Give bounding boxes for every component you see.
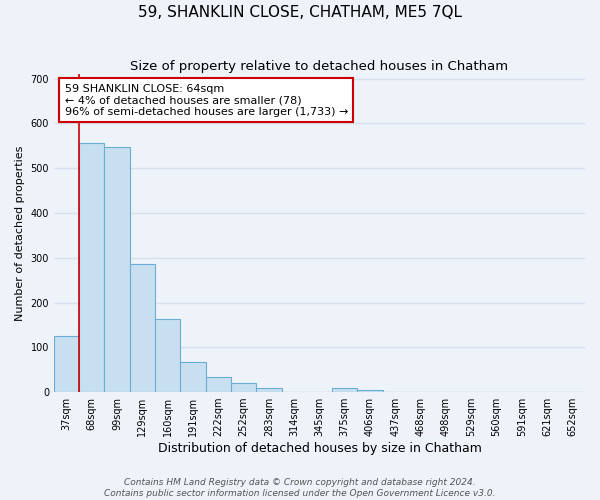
Bar bbox=[231, 383, 256, 392]
Bar bbox=[155, 319, 181, 392]
Bar bbox=[358, 390, 383, 392]
Bar bbox=[206, 378, 231, 392]
Bar bbox=[79, 142, 104, 392]
Bar bbox=[130, 264, 155, 392]
Text: 59, SHANKLIN CLOSE, CHATHAM, ME5 7QL: 59, SHANKLIN CLOSE, CHATHAM, ME5 7QL bbox=[138, 5, 462, 20]
Bar bbox=[54, 336, 79, 392]
Bar bbox=[181, 362, 206, 392]
Bar bbox=[104, 146, 130, 392]
Text: 59 SHANKLIN CLOSE: 64sqm
← 4% of detached houses are smaller (78)
96% of semi-de: 59 SHANKLIN CLOSE: 64sqm ← 4% of detache… bbox=[65, 84, 348, 117]
X-axis label: Distribution of detached houses by size in Chatham: Distribution of detached houses by size … bbox=[158, 442, 481, 455]
Bar bbox=[332, 388, 358, 392]
Y-axis label: Number of detached properties: Number of detached properties bbox=[15, 146, 25, 321]
Title: Size of property relative to detached houses in Chatham: Size of property relative to detached ho… bbox=[130, 60, 509, 73]
Bar bbox=[256, 388, 281, 392]
Text: Contains HM Land Registry data © Crown copyright and database right 2024.
Contai: Contains HM Land Registry data © Crown c… bbox=[104, 478, 496, 498]
